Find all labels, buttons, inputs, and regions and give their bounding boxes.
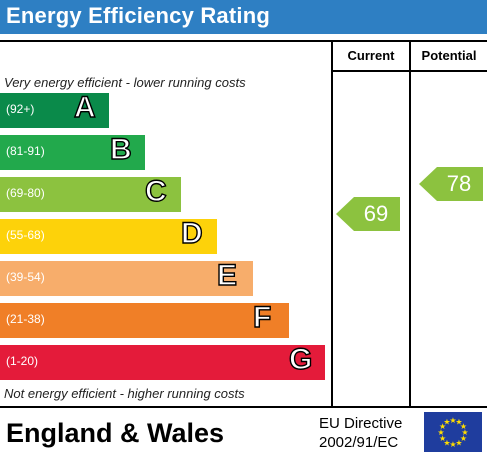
eu-star-icon: ★ (439, 434, 446, 443)
current-rating-arrow: 69 (336, 197, 400, 231)
band-f: (21-38) F (0, 300, 289, 338)
eu-star-icon: ★ (449, 416, 456, 425)
rating-table (0, 40, 487, 408)
eu-star-icon: ★ (460, 422, 467, 431)
band-range: (55-68) (6, 228, 45, 242)
potential-rating-value: 78 (446, 171, 472, 196)
band-c: (69-80) C (0, 174, 181, 212)
band-letter: F (252, 300, 272, 334)
eu-stars: ★★★★★★★★★★★★ (437, 416, 468, 449)
band-range: (69-80) (6, 186, 45, 200)
eu-star-icon: ★ (461, 428, 468, 437)
column-header-current: Current (347, 48, 395, 63)
band-letter: D (180, 216, 203, 250)
band-letter: E (216, 258, 238, 292)
band-range: (39-54) (6, 270, 45, 284)
header-divider (331, 70, 487, 72)
directive-line-2: 2002/91/EC (319, 434, 399, 451)
column-divider-current (331, 40, 333, 408)
eu-directive: EU Directive 2002/91/EC (319, 414, 402, 452)
page-title: Energy Efficiency Rating (0, 0, 487, 34)
eu-star-icon: ★ (455, 438, 462, 447)
band-letter: B (109, 132, 132, 166)
eu-star-icon: ★ (437, 428, 444, 437)
eu-star-icon: ★ (455, 418, 462, 427)
eu-flag-icon: ★ ★ ★ ★ ★ ★ ★ ★ ★ ★ ★ ★ (424, 412, 482, 452)
band-range: (92+) (6, 102, 35, 116)
region-label: England & Wales (6, 418, 225, 448)
band-e: (39-54) E (0, 258, 253, 296)
eu-star-icon: ★ (460, 434, 467, 443)
arrow-shape (336, 197, 400, 231)
current-rating-value: 69 (363, 201, 389, 226)
band-letter: G (288, 342, 313, 376)
band-letter: C (144, 174, 167, 208)
column-divider-potential (409, 40, 411, 408)
band-d: (55-68) D (0, 216, 217, 254)
eu-star-icon: ★ (439, 422, 446, 431)
directive-line-1: EU Directive (319, 415, 403, 432)
eu-star-icon: ★ (443, 418, 450, 427)
column-header-potential: Potential (421, 48, 477, 63)
efficient-note: Very energy efficient - lower running co… (4, 75, 246, 90)
band-range: (21-38) (6, 312, 45, 326)
potential-rating-arrow: 78 (419, 167, 483, 201)
band-b: (81-91) B (0, 132, 145, 170)
eu-star-icon: ★ (449, 440, 456, 449)
band-letter: A (73, 90, 96, 124)
band-range: (1-20) (6, 354, 39, 368)
arrow-shape (419, 167, 483, 201)
inefficient-note: Not energy efficient - higher running co… (4, 386, 245, 401)
band-g: (1-20) G (0, 342, 325, 380)
eu-star-icon: ★ (443, 438, 450, 447)
band-a: (92+) A (0, 90, 109, 128)
band-range: (81-91) (6, 144, 45, 158)
